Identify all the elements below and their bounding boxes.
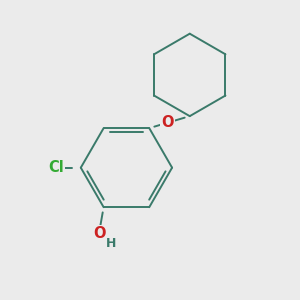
Text: H: H <box>106 237 117 250</box>
Text: Cl: Cl <box>48 160 64 175</box>
Text: O: O <box>161 115 174 130</box>
Text: O: O <box>93 226 105 241</box>
